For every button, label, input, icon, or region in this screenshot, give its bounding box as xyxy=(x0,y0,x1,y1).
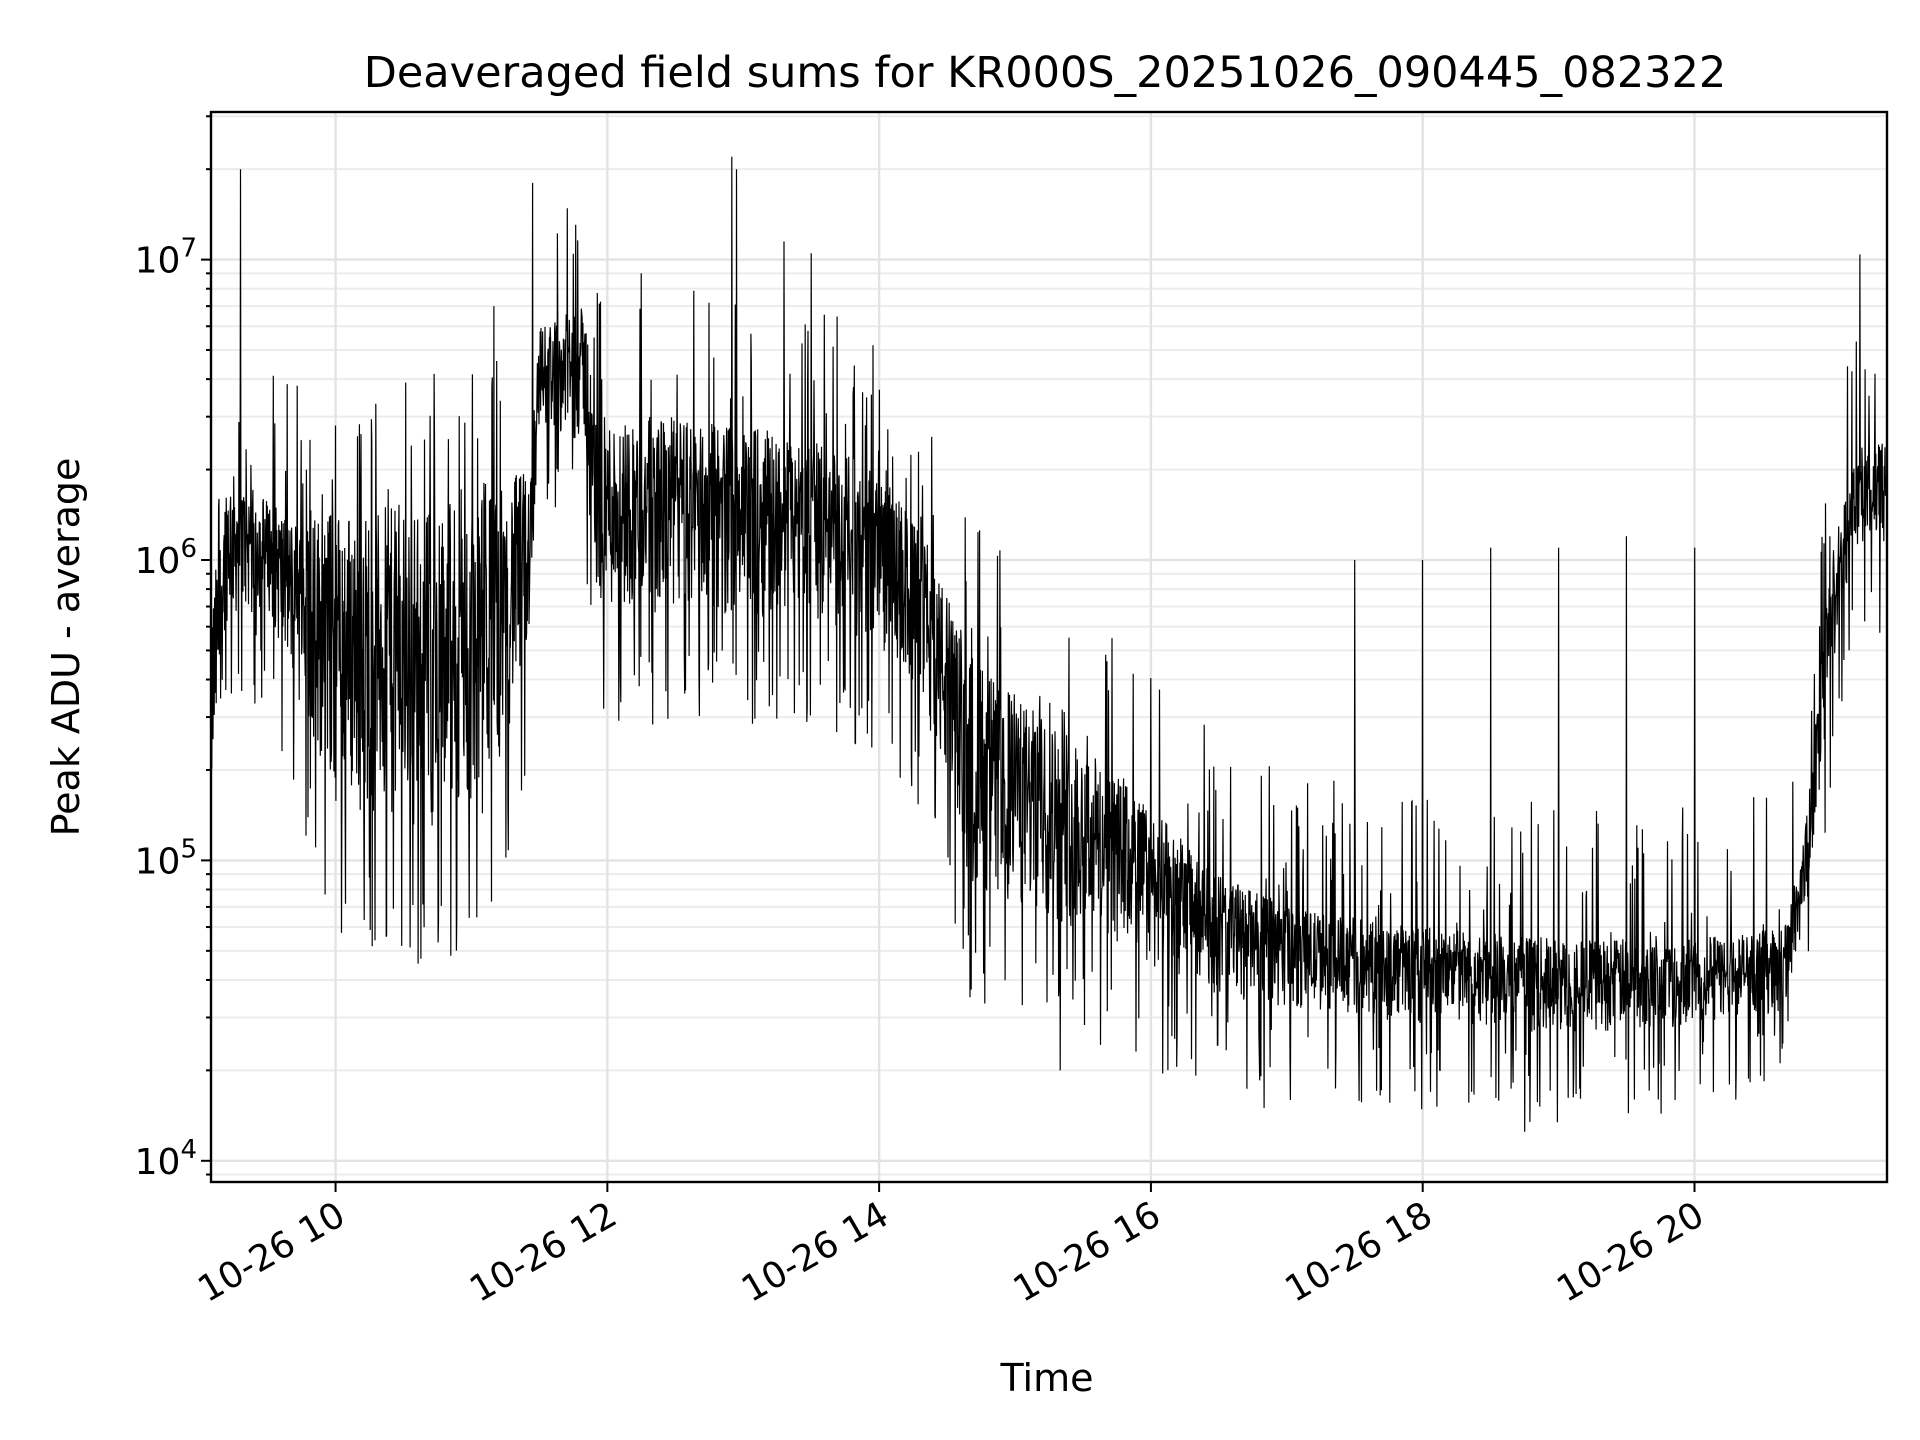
x-tick-label: 10-26 20 xyxy=(1550,1194,1711,1310)
grid xyxy=(211,112,1887,1182)
y-tick-label: 106 xyxy=(135,534,197,582)
y-tick-base: 10 xyxy=(135,541,181,582)
y-tick-base: 10 xyxy=(135,241,181,282)
x-tick-label: 10-26 12 xyxy=(463,1194,624,1310)
plot-frame xyxy=(209,110,1889,1184)
series-group xyxy=(211,156,1887,1132)
y-tick-label: 104 xyxy=(135,1135,197,1183)
x-tick-label: 10-26 10 xyxy=(191,1194,352,1310)
y-tick-base: 10 xyxy=(135,1142,181,1183)
y-tick-exponent: 7 xyxy=(180,234,197,264)
y-tick-exponent: 6 xyxy=(180,534,197,564)
y-axis-label: Peak ADU - average xyxy=(44,458,88,837)
x-tick-label: 10-26 18 xyxy=(1279,1194,1440,1310)
y-tick-label: 107 xyxy=(135,234,197,282)
y-tick-base: 10 xyxy=(135,841,181,882)
y-tick-label: 105 xyxy=(135,834,197,882)
x-tick-label: 10-26 14 xyxy=(735,1194,896,1310)
series-line xyxy=(211,156,1887,1132)
x-axis-label: Time xyxy=(1000,1356,1094,1400)
x-tick-label: 10-26 16 xyxy=(1007,1194,1168,1310)
y-tick-exponent: 4 xyxy=(180,1135,197,1165)
y-tick-exponent: 5 xyxy=(180,834,197,864)
chart-title: Deaveraged field sums for KR000S_2025102… xyxy=(364,48,1727,98)
x-axis-ticks: 10-26 10 10-26 12 10-26 14 10-26 16 10-26 18… xyxy=(191,1182,1711,1311)
